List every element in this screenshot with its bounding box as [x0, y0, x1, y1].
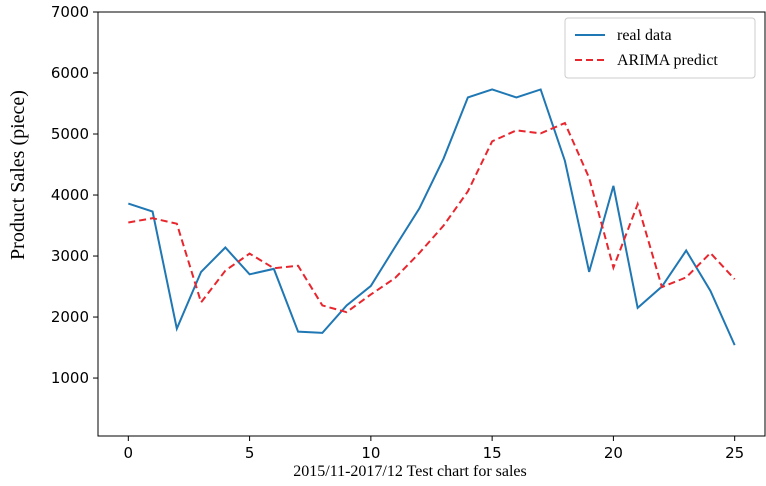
- legend-box: [564, 17, 756, 79]
- x-tick-label: 10: [361, 444, 380, 462]
- y-tick-label: 7000: [51, 3, 89, 21]
- legend: real data ARIMA predict: [564, 17, 756, 79]
- x-tick-label: 15: [483, 444, 502, 462]
- x-tick-label: 5: [245, 444, 255, 462]
- y-tick-label: 3000: [51, 247, 89, 265]
- y-tick-label: 2000: [51, 308, 89, 326]
- x-tick-label: 20: [604, 444, 623, 462]
- y-axis-label: Product Sales (piece): [7, 90, 29, 260]
- y-tick-label: 1000: [51, 369, 89, 387]
- y-tick-label: 5000: [51, 125, 89, 143]
- series-line: [128, 121, 736, 314]
- legend-label: real data: [617, 27, 672, 44]
- x-tick-label: 0: [124, 444, 134, 462]
- series-line: [128, 88, 736, 346]
- x-tick-label: 25: [725, 444, 744, 462]
- legend-label: ARIMA predict: [617, 52, 718, 69]
- x-axis-label: 2015/11-2017/12 Test chart for sales: [293, 463, 527, 480]
- plot-frame: [97, 11, 766, 437]
- y-tick-label: 6000: [51, 64, 89, 82]
- y-tick-label: 4000: [51, 186, 89, 204]
